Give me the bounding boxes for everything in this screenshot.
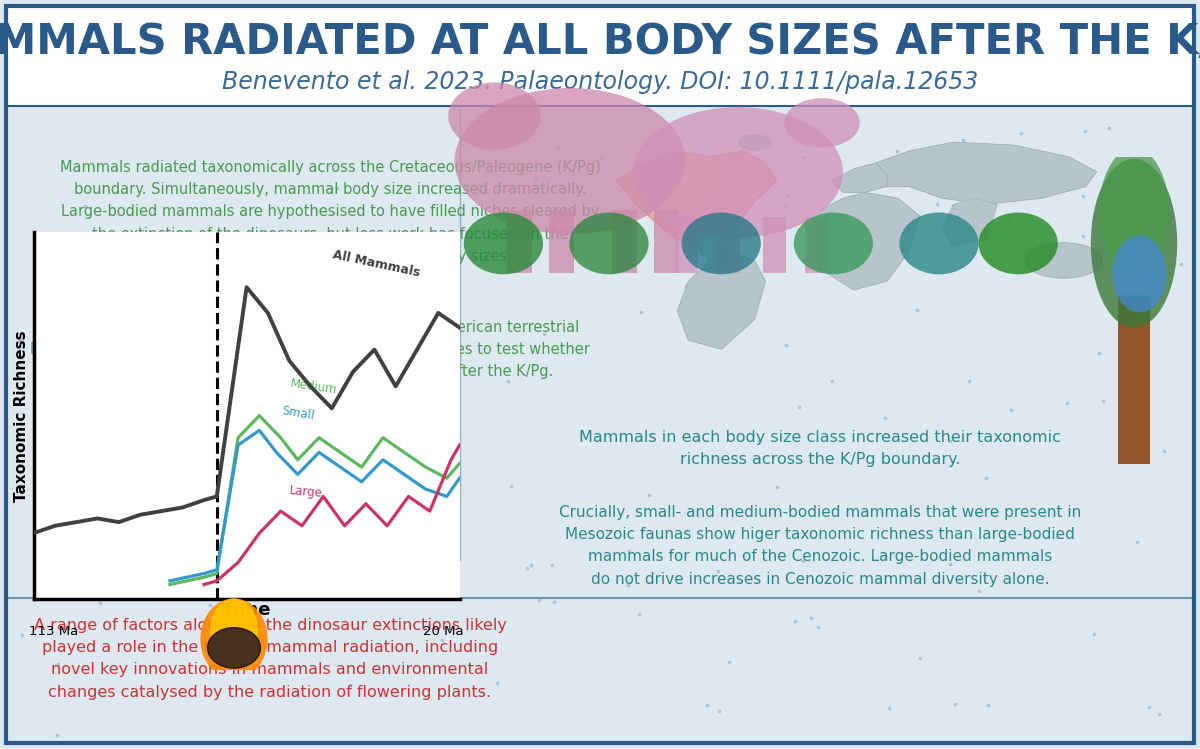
Polygon shape xyxy=(617,151,721,222)
Text: MAMMALS RADIATED AT ALL BODY SIZES AFTER THE K/PG: MAMMALS RADIATED AT ALL BODY SIZES AFTER… xyxy=(0,21,1200,63)
Text: Small: Small xyxy=(281,404,316,422)
Polygon shape xyxy=(617,151,776,246)
Bar xyxy=(612,210,637,273)
Polygon shape xyxy=(810,192,920,290)
Text: Medium: Medium xyxy=(289,377,337,397)
Polygon shape xyxy=(677,252,766,349)
Ellipse shape xyxy=(794,213,874,274)
Ellipse shape xyxy=(570,213,649,274)
Text: All Mammals: All Mammals xyxy=(331,248,421,279)
Y-axis label: Taxonomic Richness: Taxonomic Richness xyxy=(14,330,30,502)
Ellipse shape xyxy=(1025,243,1103,278)
Polygon shape xyxy=(832,163,898,192)
Ellipse shape xyxy=(785,98,859,148)
Text: Crucially, small- and medium-bodied mammals that were present in
Mesozoic faunas: Crucially, small- and medium-bodied mamm… xyxy=(559,505,1081,586)
Text: We calculated sampling-corrected diversity for North American terrestrial
Mesozo: We calculated sampling-corrected diversi… xyxy=(30,320,590,380)
Bar xyxy=(805,217,828,273)
Ellipse shape xyxy=(900,213,979,274)
Bar xyxy=(550,210,575,273)
Bar xyxy=(508,210,533,273)
Text: Benevento et al. 2023. Palaeontology. DOI: 10.1111/pala.12653: Benevento et al. 2023. Palaeontology. DO… xyxy=(222,70,978,94)
Bar xyxy=(1118,296,1151,464)
Ellipse shape xyxy=(210,598,258,661)
Bar xyxy=(654,210,679,273)
Text: A range of factors alongside the dinosaur extinctions likely
played a role in th: A range of factors alongside the dinosau… xyxy=(34,618,506,700)
Ellipse shape xyxy=(1112,236,1166,312)
Polygon shape xyxy=(700,231,738,261)
Bar xyxy=(763,217,786,273)
Ellipse shape xyxy=(463,213,542,274)
Ellipse shape xyxy=(1091,159,1177,328)
Polygon shape xyxy=(876,142,1097,204)
Bar xyxy=(718,217,740,273)
Ellipse shape xyxy=(979,213,1058,274)
Text: Mammals in each body size class increased their taxonomic
richness across the K/: Mammals in each body size class increase… xyxy=(580,430,1061,467)
Ellipse shape xyxy=(682,213,761,274)
Polygon shape xyxy=(942,198,997,246)
Text: Mammals radiated taxonomically across the Cretaceous/Paleogene (K/Pg)
boundary. : Mammals radiated taxonomically across th… xyxy=(60,160,600,264)
X-axis label: Time: Time xyxy=(222,601,271,619)
Ellipse shape xyxy=(738,135,772,150)
Ellipse shape xyxy=(1099,148,1169,277)
Text: 113 Ma: 113 Ma xyxy=(29,625,78,638)
Ellipse shape xyxy=(634,107,842,237)
Ellipse shape xyxy=(455,88,685,234)
Ellipse shape xyxy=(208,628,260,668)
Ellipse shape xyxy=(200,598,268,679)
Text: 20 Ma: 20 Ma xyxy=(424,625,464,638)
Bar xyxy=(6,6,1194,106)
Bar xyxy=(674,217,698,273)
Text: Large: Large xyxy=(289,484,324,500)
Ellipse shape xyxy=(449,82,541,150)
